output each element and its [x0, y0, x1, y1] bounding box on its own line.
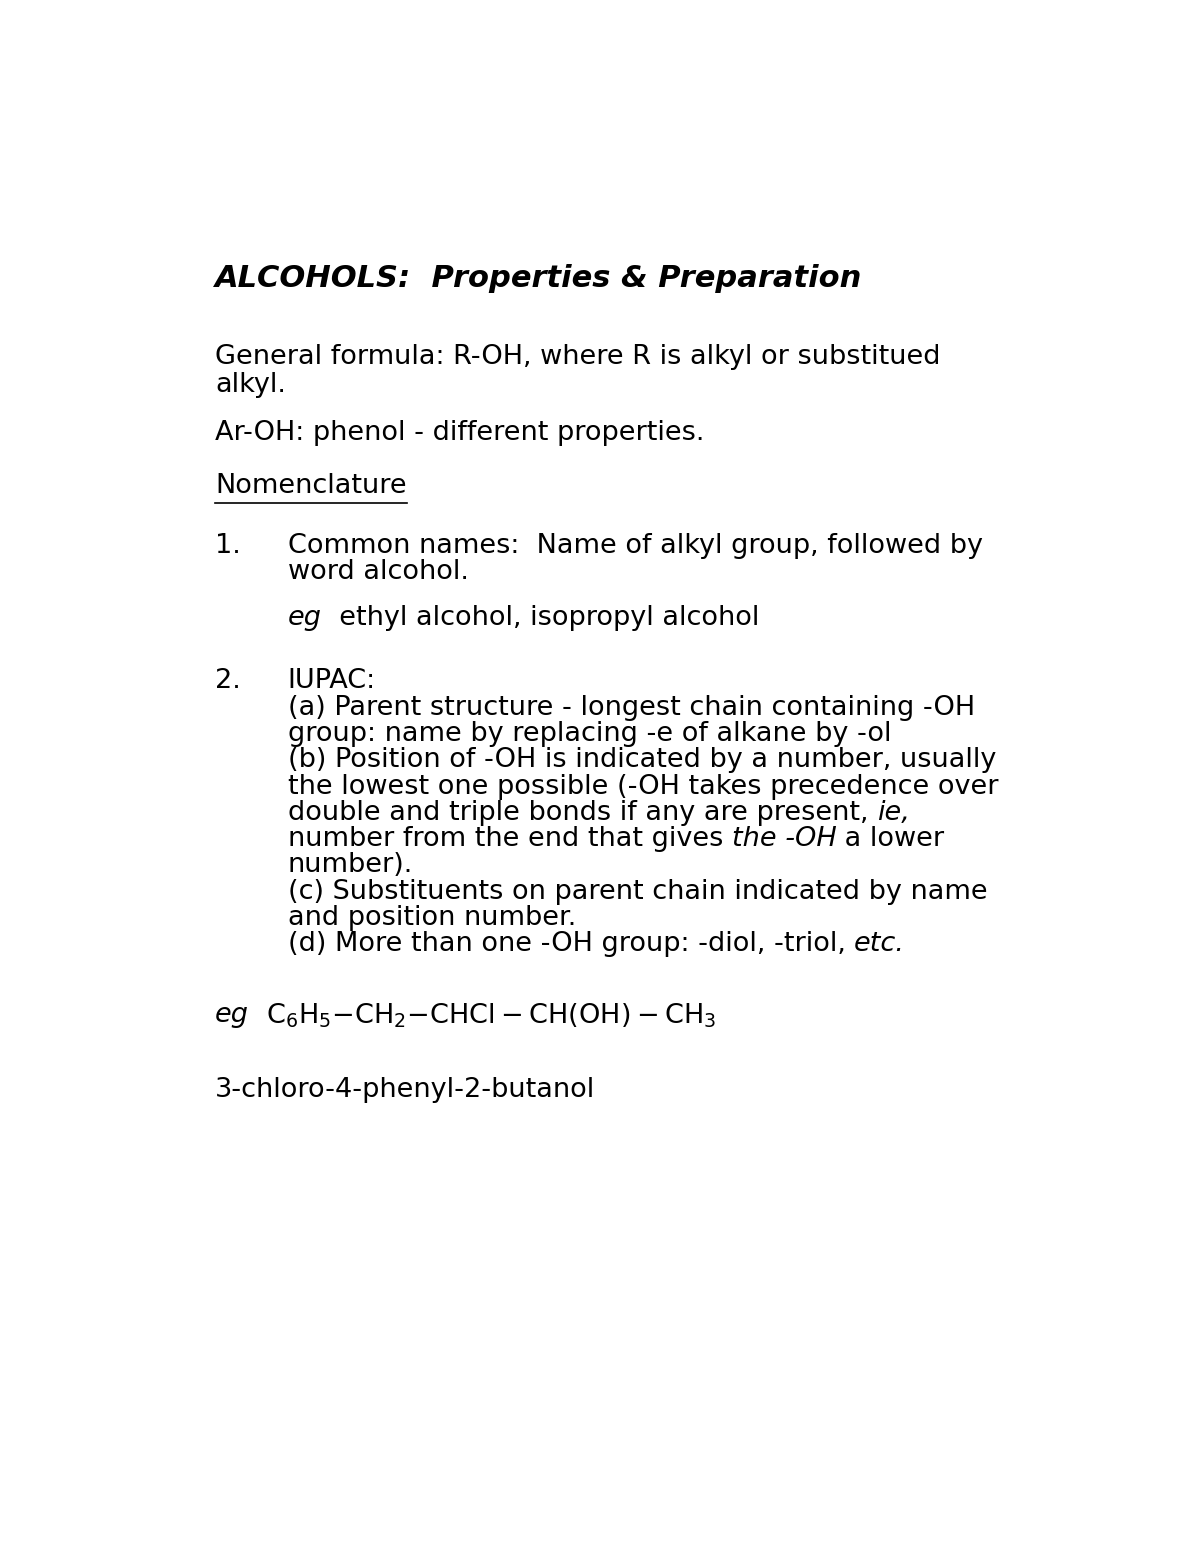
Text: eg: eg — [215, 1002, 250, 1028]
Text: Nomenclature: Nomenclature — [215, 474, 407, 500]
Text: number).: number). — [288, 853, 413, 879]
Text: 2.: 2. — [215, 668, 241, 694]
Text: $\mathregular{C_6H_5}$$\mathregular{-CH_2}$$\mathregular{-CHCl-CH(OH)-CH_3}$: $\mathregular{C_6H_5}$$\mathregular{-CH_… — [266, 1002, 716, 1030]
Text: group: name by replacing -e of alkane by -ol: group: name by replacing -e of alkane by… — [288, 721, 892, 747]
Text: 3-chloro-4-phenyl-2-butanol: 3-chloro-4-phenyl-2-butanol — [215, 1078, 595, 1103]
Text: IUPAC:: IUPAC: — [288, 668, 376, 694]
Text: a lower: a lower — [836, 826, 944, 853]
Text: word alcohol.: word alcohol. — [288, 559, 468, 585]
Text: 1.: 1. — [215, 533, 241, 559]
Text: the lowest one possible (-OH takes precedence over: the lowest one possible (-OH takes prece… — [288, 773, 998, 800]
Text: number from the end that gives: number from the end that gives — [288, 826, 732, 853]
Text: ie,: ie, — [877, 800, 910, 826]
Text: ALCOHOLS:  Properties & Preparation: ALCOHOLS: Properties & Preparation — [215, 264, 863, 294]
Text: (a) Parent structure - longest chain containing -OH: (a) Parent structure - longest chain con… — [288, 694, 974, 721]
Text: Ar-OH: phenol - different properties.: Ar-OH: phenol - different properties. — [215, 419, 704, 446]
Text: alkyl.: alkyl. — [215, 371, 286, 398]
Text: etc.: etc. — [854, 932, 905, 957]
Text: eg: eg — [288, 604, 322, 631]
Text: Common names:  Name of alkyl group, followed by: Common names: Name of alkyl group, follo… — [288, 533, 983, 559]
Text: (b) Position of -OH is indicated by a number, usually: (b) Position of -OH is indicated by a nu… — [288, 747, 996, 773]
Text: ethyl alcohol, isopropyl alcohol: ethyl alcohol, isopropyl alcohol — [322, 604, 760, 631]
Text: double and triple bonds if any are present,: double and triple bonds if any are prese… — [288, 800, 877, 826]
Text: (d) More than one -OH group: -diol, -triol,: (d) More than one -OH group: -diol, -tri… — [288, 932, 854, 957]
Text: General formula: R-OH, where R is alkyl or substitued: General formula: R-OH, where R is alkyl … — [215, 345, 941, 370]
Text: (c) Substituents on parent chain indicated by name: (c) Substituents on parent chain indicat… — [288, 879, 988, 905]
Text: and position number.: and position number. — [288, 905, 576, 932]
Text: the -OH: the -OH — [732, 826, 836, 853]
